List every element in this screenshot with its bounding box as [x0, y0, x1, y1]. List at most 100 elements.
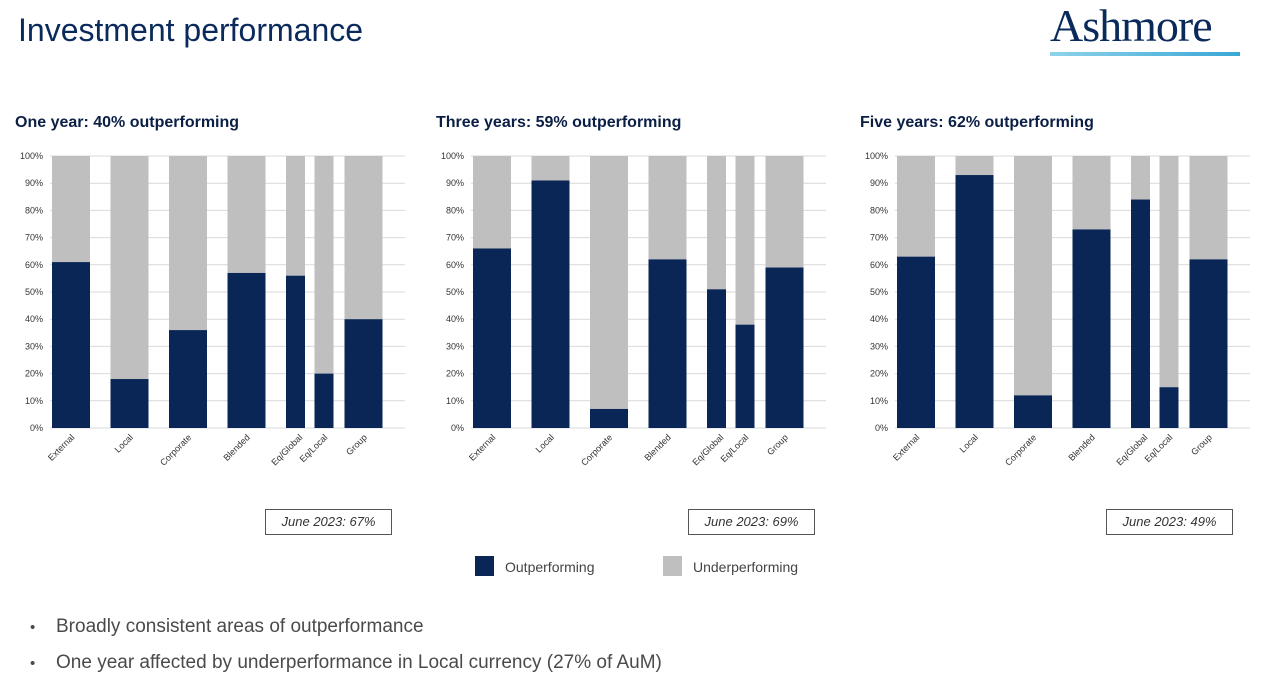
bar-underperforming-eq-global — [1131, 156, 1150, 200]
y-tick-label: 70% — [446, 233, 464, 243]
logo-underline — [1050, 52, 1240, 56]
y-tick-label: 60% — [446, 260, 464, 270]
x-category-label: Eq/Local — [1143, 432, 1175, 464]
bar-outperforming-eq-global — [1131, 199, 1150, 428]
x-category-label: External — [891, 432, 921, 462]
x-category-label: Corporate — [1003, 432, 1038, 467]
bar-outperforming-blended — [648, 259, 687, 428]
x-category-label: Blended — [642, 432, 672, 462]
y-tick-label: 80% — [446, 205, 464, 215]
chart-title-five-years: Five years: 62% outperforming — [860, 114, 1094, 131]
y-tick-label: 60% — [870, 260, 888, 270]
y-tick-label: 40% — [25, 314, 43, 324]
bar-outperforming-eq-global — [707, 289, 726, 428]
y-tick-label: 10% — [25, 396, 43, 406]
bar-outperforming-local — [531, 180, 570, 428]
logo-text: Ashmore — [1050, 0, 1213, 51]
bar-underperforming-eq-local — [1159, 156, 1179, 388]
bullet-dot: • — [30, 619, 36, 636]
chart-one-year: 0% 10% 20% 30% 40% 50% 60% 70% 80% 90% 100% Externa… — [20, 151, 405, 468]
bar-underperforming-eq-global — [286, 156, 305, 276]
bar-outperforming-group — [344, 319, 383, 428]
x-category-label: Corporate — [158, 432, 193, 467]
x-category-label: Local — [534, 432, 556, 454]
y-tick-label: 30% — [446, 341, 464, 351]
bar-underperforming-blended — [1072, 156, 1111, 230]
chart-panel-five-years: Five years: 62% outperforming 0% 10% 20% 30… — [860, 114, 1264, 474]
page-title: Investment performance — [18, 12, 364, 48]
y-tick-label: 50% — [870, 287, 888, 297]
x-category-label: Blended — [221, 432, 251, 462]
bar-outperforming-eq-local — [1159, 387, 1179, 428]
bar-underperforming-eq-local — [314, 156, 334, 374]
bar-underperforming-group — [344, 156, 383, 320]
y-tick-label: 90% — [25, 178, 43, 188]
bullet-text: One year affected by underperformance in… — [56, 652, 662, 673]
y-tick-label: 70% — [25, 233, 43, 243]
y-tick-label: 0% — [451, 423, 464, 433]
y-tick-label: 50% — [25, 287, 43, 297]
y-tick-label: 30% — [870, 341, 888, 351]
bar-underperforming-local — [110, 156, 149, 380]
bar-underperforming-local — [531, 156, 570, 181]
bar-underperforming-eq-global — [707, 156, 726, 290]
y-tick-label: 10% — [870, 396, 888, 406]
chart-five-years: 0% 10% 20% 30% 40% 50% 60% 70% 80% 90% 100% Externa… — [865, 151, 1250, 468]
y-tick-label: 100% — [20, 151, 43, 161]
y-tick-label: 20% — [870, 369, 888, 379]
y-tick-label: 80% — [870, 205, 888, 215]
x-category-label: Local — [113, 432, 135, 454]
bullet-text: Broadly consistent areas of outperforman… — [56, 616, 424, 637]
note-five-years: June 2023: 49% — [1106, 509, 1233, 535]
x-category-label: External — [467, 432, 497, 462]
bar-underperforming-external — [473, 156, 511, 249]
y-tick-label: 20% — [446, 369, 464, 379]
x-category-label: Eq/Global — [690, 432, 725, 467]
x-category-label: Local — [958, 432, 980, 454]
note-three-years: June 2023: 69% — [688, 509, 815, 535]
legend-swatch-outperforming — [475, 556, 494, 576]
bar-underperforming-blended — [227, 156, 266, 273]
bar-underperforming-corporate — [169, 156, 207, 331]
bar-underperforming-corporate — [1014, 156, 1052, 396]
y-tick-label: 80% — [25, 205, 43, 215]
bar-underperforming-group — [765, 156, 804, 268]
chart-title-one-year: One year: 40% outperforming — [15, 114, 240, 131]
bar-outperforming-group — [1189, 259, 1228, 428]
bar-outperforming-external — [897, 256, 935, 428]
bar-outperforming-eq-local — [735, 324, 755, 428]
bar-outperforming-local — [110, 379, 149, 428]
bar-underperforming-local — [955, 156, 994, 176]
bar-underperforming-corporate — [590, 156, 628, 409]
legend-swatch-underperforming — [663, 556, 682, 576]
legend-label-underperforming: Underperforming — [693, 559, 799, 575]
ashmore-logo: Ashmore — [1050, 0, 1245, 56]
chart-panel-one-year: One year: 40% outperforming 0% 10% 20% 30% 4… — [15, 114, 425, 474]
bar-underperforming-eq-local — [735, 156, 755, 325]
y-tick-label: 40% — [870, 314, 888, 324]
bar-underperforming-blended — [648, 156, 687, 260]
bar-outperforming-eq-global — [286, 275, 305, 428]
chart-three-years: 0% 10% 20% 30% 40% 50% 60% 70% 80% 90% 100% Externa… — [441, 151, 826, 468]
y-tick-label: 20% — [25, 369, 43, 379]
x-category-label: Group — [765, 432, 790, 457]
x-category-label: Eq/Global — [269, 432, 304, 467]
note-one-year: June 2023: 67% — [265, 509, 392, 535]
bar-outperforming-corporate — [590, 408, 628, 428]
y-tick-label: 90% — [446, 178, 464, 188]
x-category-label: Group — [1189, 432, 1214, 457]
x-category-label: External — [46, 432, 76, 462]
y-tick-label: 40% — [446, 314, 464, 324]
y-tick-label: 100% — [865, 151, 888, 161]
y-tick-label: 50% — [446, 287, 464, 297]
y-tick-label: 30% — [25, 341, 43, 351]
y-tick-label: 90% — [870, 178, 888, 188]
bar-outperforming-blended — [1072, 229, 1111, 428]
x-category-label: Group — [344, 432, 369, 457]
bullet-dot: • — [30, 655, 36, 672]
y-tick-label: 0% — [875, 423, 888, 433]
bar-outperforming-corporate — [169, 330, 207, 428]
chart-panel-three-years: Three years: 59% outperforming 0% 10% 20% 3… — [436, 114, 846, 474]
y-tick-label: 10% — [446, 396, 464, 406]
bar-underperforming-external — [897, 156, 935, 257]
